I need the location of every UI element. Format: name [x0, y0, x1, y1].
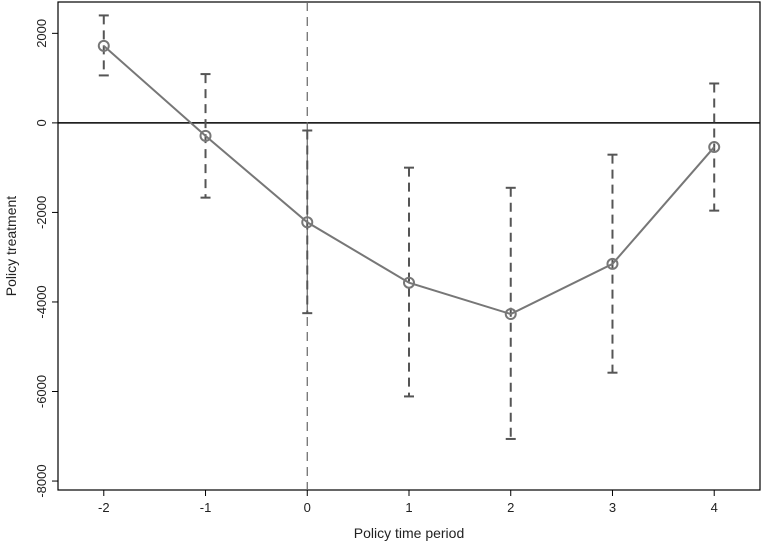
x-tick-label: 2 [507, 500, 514, 515]
data-point [199, 129, 212, 142]
data-point [97, 39, 110, 52]
data-point [403, 276, 415, 289]
x-axis: -2 -1 0 1 2 3 4 [98, 490, 718, 515]
y-tick-label: -4000 [34, 285, 49, 318]
data-point [301, 216, 314, 229]
y-tick-label: 0 [34, 119, 49, 126]
data-point [606, 257, 619, 270]
x-tick-label: -1 [200, 500, 212, 515]
y-axis-title: Policy treatment [3, 196, 19, 296]
error-bars [98, 14, 720, 440]
x-tick-label: 3 [609, 500, 616, 515]
y-tick-label: -2000 [34, 196, 49, 229]
series [97, 39, 721, 321]
y-tick-label: -8000 [34, 464, 49, 497]
reference-lines [58, 2, 760, 490]
x-tick-label: 1 [405, 500, 412, 515]
data-point [708, 141, 721, 154]
y-axis: 2000 0 -2000 -4000 -6000 -8000 [34, 19, 58, 498]
y-tick-label: -6000 [34, 375, 49, 408]
x-tick-label: 4 [711, 500, 718, 515]
x-tick-label: -2 [98, 500, 110, 515]
x-tick-label: 0 [304, 500, 311, 515]
x-axis-title: Policy time period [354, 525, 465, 541]
y-tick-label: 2000 [34, 19, 49, 48]
series-line [103, 45, 715, 316]
data-point [504, 308, 517, 321]
